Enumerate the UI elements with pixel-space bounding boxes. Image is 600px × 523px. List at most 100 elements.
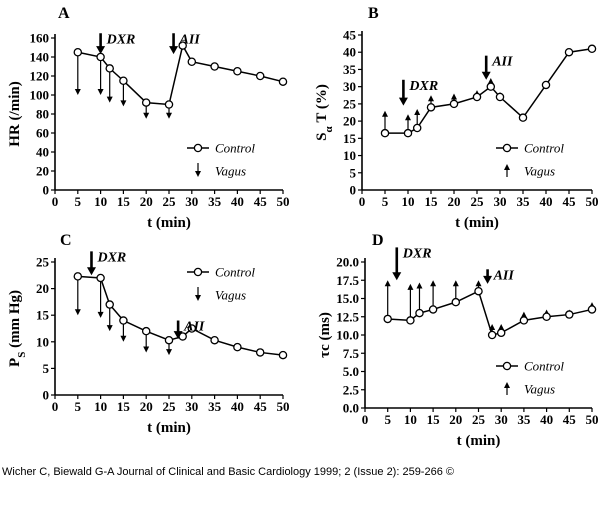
control-data-point <box>486 82 496 91</box>
control-data-point <box>587 305 597 314</box>
y-tick-label: 15 <box>36 308 50 323</box>
control-data-point <box>278 350 288 360</box>
x-tick-label: 45 <box>563 412 577 427</box>
control-data-point <box>105 64 114 73</box>
legend-control-marker <box>502 361 512 371</box>
chart-panel-c: C 0 5 10 15 20 25 30 35 40 45 50 0 5 10 15 20 25 t (min) PS… <box>7 232 290 436</box>
x-tick-label: 35 <box>517 412 531 427</box>
x-axis-label: t (min) <box>455 215 499 231</box>
annotation-arrow-head <box>96 46 106 55</box>
annotation-arrow-head <box>398 97 408 106</box>
x-tick-label: 20 <box>140 194 153 209</box>
vagus-arrow-head <box>74 89 81 95</box>
legend-vagus-label: Vagus <box>524 382 555 397</box>
annotation-label: AII <box>491 55 513 70</box>
x-tick-label: 0 <box>359 194 366 209</box>
control-data-point <box>119 76 128 86</box>
legend-control-label: Control <box>524 141 564 156</box>
control-data-point <box>428 305 438 314</box>
annotation-arrow-head <box>483 275 493 284</box>
annotation-label: AII <box>493 268 515 283</box>
vagus-arrow-head <box>498 324 505 331</box>
panel-label: D <box>372 232 384 249</box>
control-data-point <box>255 348 265 357</box>
figure-svg: A0 5 10 15 20 25 30 35 40 45 500204060801001201401… <box>7 5 599 449</box>
annotation-arrow-head <box>173 331 183 340</box>
y-tick-label: 100 <box>30 88 50 103</box>
control-series-line <box>77 275 284 356</box>
y-tick-label: 0 <box>43 183 50 198</box>
control-data-point <box>426 103 436 112</box>
x-tick-label: 5 <box>384 412 391 427</box>
control-data-point <box>210 62 219 71</box>
legend-control-marker <box>193 267 203 277</box>
y-tick-label: 15.0 <box>336 291 359 306</box>
vagus-arrow-head <box>487 78 494 85</box>
vagus-arrow-head <box>520 311 527 318</box>
y-tick-label: 20 <box>343 114 356 129</box>
x-tick-label: 15 <box>425 194 439 209</box>
control-data-point <box>495 92 505 102</box>
vagus-arrow-head <box>166 112 172 119</box>
y-tick-label: 10 <box>36 334 49 349</box>
control-data-point <box>141 326 151 336</box>
y-tick-label: 160 <box>30 31 50 46</box>
control-data-point <box>541 80 551 90</box>
control-data-point <box>210 335 219 345</box>
control-data-point <box>406 316 415 325</box>
y-tick-label: 2.5 <box>343 382 360 397</box>
vagus-arrow-head <box>382 110 388 117</box>
vagus-arrow-head <box>430 280 437 287</box>
x-tick-label: 10 <box>94 194 107 209</box>
vagus-arrow-head <box>97 311 104 318</box>
x-tick-label: 40 <box>231 399 244 414</box>
annotation-label: AII <box>179 32 201 47</box>
chart-panel-d: D 0 5 10 15 20 25 30 35 40 45 50 0.0 2.5 5.0 7.5 10.0 12.… <box>317 232 599 449</box>
y-tick-label: 60 <box>36 126 49 141</box>
x-tick-label: 10 <box>404 412 417 427</box>
legend-vagus-arrow-head <box>504 164 510 170</box>
y-tick-label: 140 <box>30 50 50 65</box>
legend-vagus-arrow-head <box>504 382 510 388</box>
y-tick-label: 35 <box>343 62 357 77</box>
vagus-arrow-head <box>452 280 459 287</box>
control-data-point <box>564 47 574 57</box>
legend-vagus-arrow-head <box>195 171 201 177</box>
x-axis-label: t (min) <box>457 433 501 449</box>
x-tick-label: 5 <box>75 399 82 414</box>
x-tick-label: 50 <box>277 194 290 209</box>
legend-control-marker <box>193 143 203 153</box>
vagus-arrow-head <box>143 346 150 353</box>
control-data-point <box>380 128 390 138</box>
control-data-point <box>403 128 413 138</box>
y-axis-label: τc (ms) <box>317 312 333 358</box>
vagus-arrow-head <box>166 349 172 356</box>
control-data-point <box>472 92 482 102</box>
control-data-point <box>119 316 128 325</box>
x-tick-label: 25 <box>472 412 486 427</box>
panel-label: C <box>60 232 72 249</box>
y-tick-label: 0 <box>43 388 50 403</box>
legend-vagus-label: Vagus <box>524 164 555 179</box>
y-tick-label: 5 <box>350 165 357 180</box>
annotation-arrow-head <box>169 46 179 55</box>
vagus-arrow-head <box>97 89 104 95</box>
panel-label: A <box>58 5 70 22</box>
control-data-point <box>164 100 174 109</box>
y-tick-label: 10.0 <box>336 328 359 343</box>
x-tick-label: 15 <box>117 194 131 209</box>
vagus-arrow-head <box>414 109 421 116</box>
x-tick-label: 45 <box>563 194 577 209</box>
control-data-point <box>542 312 551 321</box>
x-tick-label: 20 <box>449 412 462 427</box>
y-tick-label: 20 <box>36 164 49 179</box>
control-data-point <box>383 314 392 324</box>
control-data-point <box>187 57 197 67</box>
x-tick-label: 40 <box>540 194 553 209</box>
annotation-label: DXR <box>106 32 136 47</box>
legend-control-marker <box>502 143 512 153</box>
y-tick-label: 120 <box>30 69 50 84</box>
x-tick-label: 0 <box>362 412 369 427</box>
control-data-point <box>105 300 114 309</box>
control-data-point <box>233 342 242 352</box>
